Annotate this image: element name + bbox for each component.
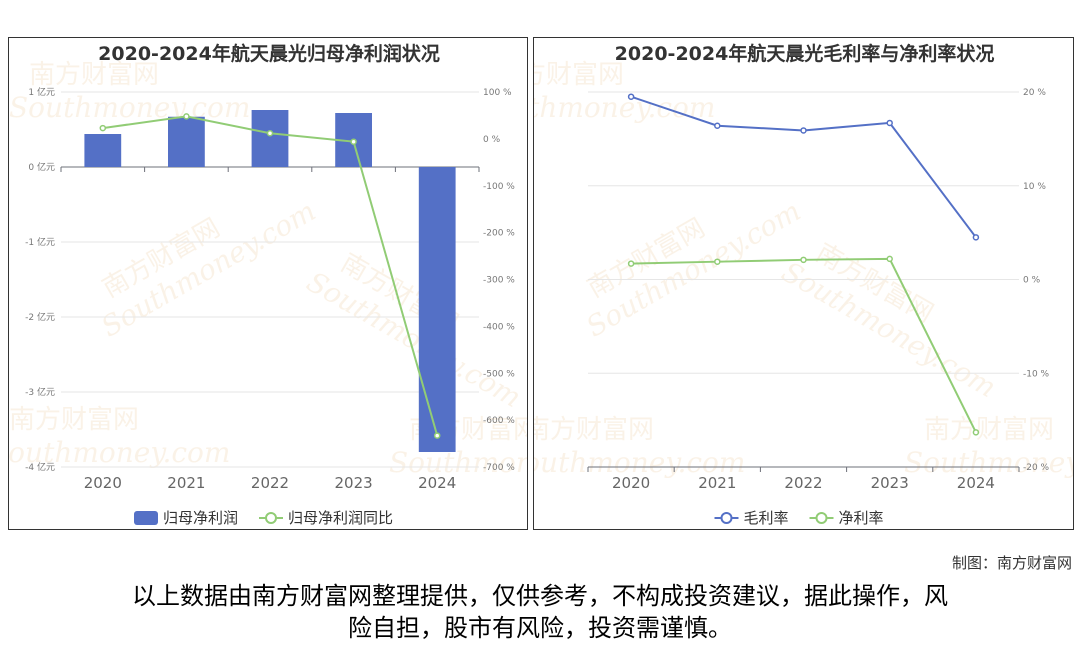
- chart-title: 2020-2024年航天晨光毛利率与净利率状况: [615, 42, 995, 65]
- bar: [168, 116, 205, 167]
- y-right-tick-label: 20 %: [1023, 88, 1046, 98]
- bar: [84, 134, 122, 167]
- watermark-text-en: Southmoney.com: [904, 446, 1074, 479]
- x-tick-label: 2023: [335, 474, 373, 492]
- data-point: [886, 255, 893, 263]
- right-chart-panel: 南方财富网Southmoney.com南方财富网Southmoney.com南方…: [533, 37, 1074, 530]
- y-left-tick-label: -3 亿元: [25, 386, 55, 398]
- y-right-tick-label: 0 %: [483, 135, 501, 145]
- x-tick-label: 2021: [698, 474, 736, 492]
- legend-swatch-dot: [265, 512, 277, 524]
- data-point: [800, 127, 807, 134]
- y-right-tick-label: -100 %: [483, 182, 515, 192]
- legend-swatch-dot: [815, 512, 828, 524]
- margin-chart: 南方财富网Southmoney.com南方财富网Southmoney.com南方…: [534, 42, 1074, 527]
- y-right-tick-label: 10 %: [1023, 182, 1046, 192]
- x-tick-label: 2022: [251, 474, 289, 492]
- data-point: [886, 119, 893, 127]
- legend-label: 归母净利润: [163, 509, 238, 527]
- disclaimer-line-1: 以上数据由南方财富网整理提供，仅供参考，不构成投资建议，据此操作，风: [132, 582, 948, 610]
- y-left-tick-label: -1 亿元: [25, 236, 55, 248]
- watermark-text-cn: 南方财富网: [534, 60, 624, 90]
- y-right-tick-label: -300 %: [483, 276, 515, 286]
- chart-title: 2020-2024年航天晨光归母净利润状况: [98, 42, 440, 65]
- y-right-tick-label: -200 %: [483, 229, 515, 239]
- watermark-layer: 南方财富网Southmoney.com南方财富网Southmoney.com南方…: [534, 60, 1074, 479]
- y-right-tick-label: -400 %: [483, 322, 515, 332]
- left-chart-panel: 南方财富网 Southmoney.com 南方财富网 Southmoney.com 南方…: [8, 37, 528, 530]
- watermark-text-cn: 南方财富网: [534, 415, 654, 445]
- y-right-tick-label: -10 %: [1023, 369, 1050, 379]
- legend-label: 归母净利润同比: [288, 509, 393, 527]
- watermark-text-en: Southmoney.com: [534, 446, 745, 479]
- y-left-tick-label: -2 亿元: [25, 311, 55, 323]
- watermark-text-cn: 南方财富网: [924, 415, 1054, 445]
- y-right-tick-label: -700 %: [483, 463, 515, 473]
- data-point: [266, 130, 274, 137]
- watermark-text-en: Southmoney.com: [389, 446, 528, 479]
- data-point: [627, 93, 635, 100]
- data-point: [350, 138, 357, 145]
- x-tick-label: 2020: [84, 474, 122, 492]
- bar: [251, 110, 289, 167]
- data-point: [183, 113, 190, 120]
- y-right-tick-label: 0 %: [1023, 276, 1041, 286]
- watermark-text-en: Southmoney.com: [9, 436, 230, 469]
- x-tick-label: 2021: [167, 474, 205, 492]
- data-point: [714, 258, 721, 265]
- x-tick-label: 2024: [957, 474, 995, 492]
- disclaimer-line-2: 险自担，股市有风险，投资需谨慎。: [348, 614, 732, 642]
- x-tick-label: 2023: [871, 474, 909, 492]
- legend-label: 净利率: [839, 509, 884, 527]
- x-tick-label: 2024: [418, 474, 456, 492]
- data-point: [433, 432, 441, 439]
- y-left-tick-label: 0 亿元: [28, 161, 55, 173]
- data-point: [800, 256, 807, 264]
- y-left-tick-label: 1 亿元: [28, 86, 55, 98]
- data-point: [972, 234, 980, 241]
- watermark-text-en: Southmoney.com: [9, 91, 250, 124]
- y-right-tick-label: -500 %: [483, 369, 515, 379]
- y-right-tick-label: 100 %: [483, 88, 512, 98]
- legend-swatch-dot: [720, 512, 733, 524]
- legend-label: 毛利率: [744, 509, 789, 527]
- data-point: [99, 124, 107, 132]
- watermark-text-en: Southmoney.com: [534, 91, 715, 124]
- x-tick-label: 2022: [784, 474, 822, 492]
- bar: [418, 167, 456, 452]
- legend-swatch: [134, 511, 158, 525]
- x-tick-label: 2020: [612, 474, 650, 492]
- data-point: [714, 122, 721, 129]
- watermark-text-cn: 南方财富网: [9, 405, 139, 435]
- data-point: [627, 260, 635, 267]
- data-point: [972, 429, 980, 436]
- watermark-text-cn: 南方财富网: [29, 60, 159, 90]
- y-right-tick-label: -600 %: [483, 416, 515, 426]
- y-right-tick-label: -20 %: [1023, 463, 1050, 473]
- y-left-tick-label: -4 亿元: [25, 461, 55, 473]
- disclaimer: 以上数据由南方财富网整理提供，仅供参考，不构成投资建议，据此操作，风 险自担，股…: [0, 580, 1080, 644]
- chart-credit: 制图：南方财富网: [951, 554, 1072, 572]
